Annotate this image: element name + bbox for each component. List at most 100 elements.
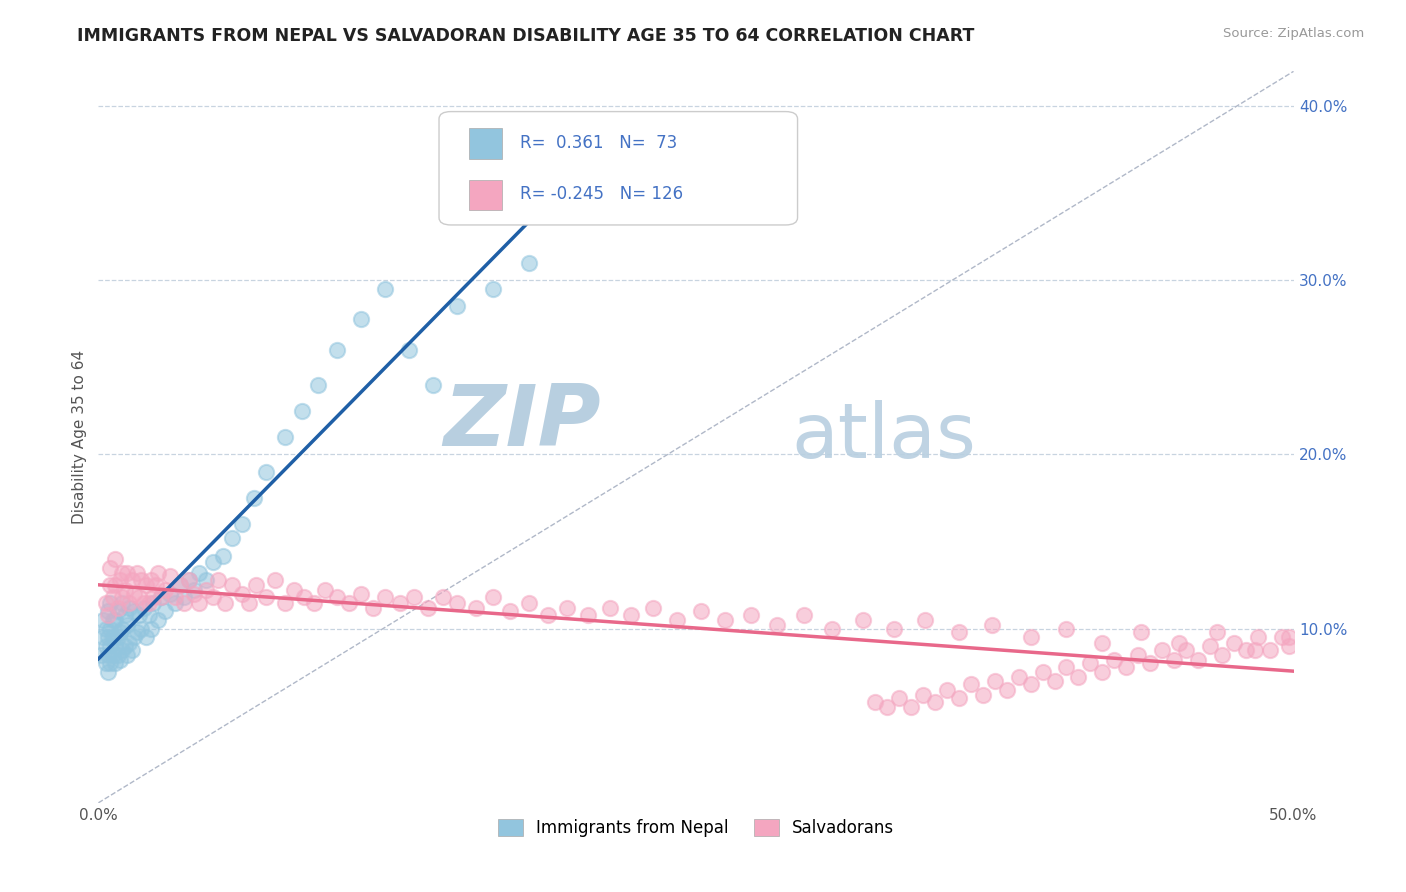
Point xyxy=(211,549,233,563)
Point xyxy=(936,682,959,697)
Point xyxy=(231,587,253,601)
Point xyxy=(183,583,205,598)
Point xyxy=(115,648,138,662)
Text: R=  0.361   N=  73: R= 0.361 N= 73 xyxy=(520,134,678,152)
Point xyxy=(131,622,153,636)
Legend: Immigrants from Nepal, Salvadorans: Immigrants from Nepal, Salvadorans xyxy=(489,811,903,846)
Point xyxy=(187,566,209,580)
Point xyxy=(97,665,120,680)
Point xyxy=(108,653,131,667)
Point xyxy=(972,688,994,702)
Point xyxy=(254,465,277,479)
Point xyxy=(221,531,243,545)
Point xyxy=(101,613,124,627)
Point xyxy=(121,573,143,587)
Point xyxy=(1019,631,1042,645)
Point xyxy=(155,583,177,598)
Point xyxy=(537,607,560,622)
Point xyxy=(339,595,361,609)
Point xyxy=(578,607,600,622)
Point xyxy=(125,625,148,640)
Point xyxy=(107,600,129,615)
Point xyxy=(243,491,266,505)
Point xyxy=(1175,642,1198,657)
Point xyxy=(97,648,120,662)
Point xyxy=(97,604,120,618)
Point xyxy=(363,600,385,615)
Point xyxy=(207,573,229,587)
Point xyxy=(374,282,396,296)
Point xyxy=(274,595,297,609)
Point xyxy=(187,595,209,609)
Point xyxy=(98,622,122,636)
Point xyxy=(1278,631,1301,645)
Point xyxy=(90,648,112,662)
Text: R= -0.245   N= 126: R= -0.245 N= 126 xyxy=(520,186,683,203)
Text: Source: ZipAtlas.com: Source: ZipAtlas.com xyxy=(1223,27,1364,40)
Point xyxy=(960,677,983,691)
Point xyxy=(315,583,337,598)
Point xyxy=(104,552,127,566)
Point xyxy=(142,595,165,609)
Point xyxy=(555,600,578,615)
Point xyxy=(446,595,468,609)
Point xyxy=(1167,635,1189,649)
Point xyxy=(498,604,520,618)
Point xyxy=(124,587,146,601)
Point xyxy=(1019,677,1042,691)
Y-axis label: Disability Age 35 to 64: Disability Age 35 to 64 xyxy=(72,350,87,524)
Point xyxy=(148,566,170,580)
Point xyxy=(104,639,127,653)
Point xyxy=(948,691,970,706)
Point xyxy=(1139,657,1161,671)
Point xyxy=(173,591,195,605)
Point xyxy=(159,587,181,601)
Point xyxy=(283,583,305,598)
Point xyxy=(111,591,134,605)
Point xyxy=(481,282,505,296)
Point xyxy=(948,625,970,640)
Point xyxy=(155,604,177,618)
Point xyxy=(114,583,136,598)
Point xyxy=(1199,639,1222,653)
Point xyxy=(981,618,1004,632)
Point xyxy=(163,591,186,605)
Point xyxy=(138,595,160,609)
Point xyxy=(326,591,349,605)
Point xyxy=(163,595,186,609)
Point xyxy=(793,607,815,622)
Point xyxy=(195,583,218,598)
Point xyxy=(98,560,122,574)
Point xyxy=(900,700,922,714)
Point xyxy=(169,578,191,592)
Point xyxy=(108,625,131,640)
Point xyxy=(101,591,124,605)
Point xyxy=(398,343,420,357)
Point xyxy=(1129,625,1152,640)
Point xyxy=(350,587,373,601)
Point xyxy=(145,578,167,592)
Point xyxy=(131,573,153,587)
Point xyxy=(104,613,127,627)
Point xyxy=(108,573,131,587)
Point xyxy=(132,600,155,615)
Point xyxy=(740,607,762,622)
Point xyxy=(128,591,150,605)
Point xyxy=(173,595,195,609)
Point xyxy=(125,566,148,580)
Point xyxy=(124,631,146,645)
Point xyxy=(689,604,711,618)
Point xyxy=(135,631,157,645)
Point xyxy=(111,566,134,580)
Point xyxy=(422,377,444,392)
Point xyxy=(231,517,253,532)
Point xyxy=(118,635,141,649)
Text: ZIP: ZIP xyxy=(443,381,600,464)
Point xyxy=(1206,625,1229,640)
FancyBboxPatch shape xyxy=(439,112,797,225)
Point xyxy=(465,600,488,615)
Point xyxy=(1271,631,1294,645)
Point xyxy=(221,578,243,592)
Point xyxy=(1278,639,1301,653)
Point xyxy=(1056,622,1078,636)
